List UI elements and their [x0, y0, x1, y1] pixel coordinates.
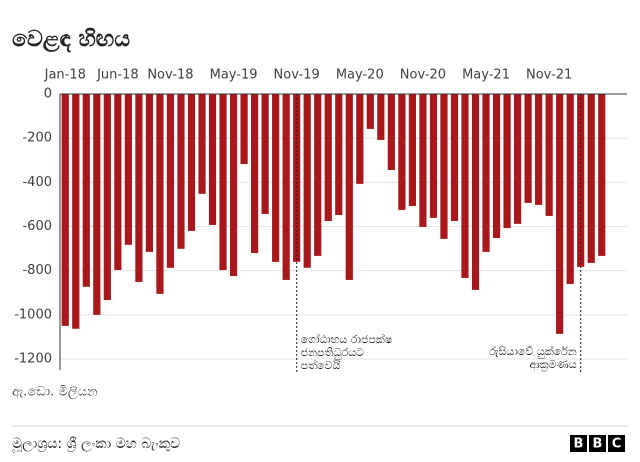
annotation-text: ගෝඨාභය රාජපක්ෂ [301, 332, 393, 346]
bar [272, 94, 280, 262]
bar [566, 94, 574, 284]
bar [587, 94, 595, 263]
bar [524, 94, 532, 203]
y-tick-label: 0 [44, 87, 52, 102]
bar [577, 94, 585, 267]
bar [145, 94, 154, 252]
logo-box [570, 435, 587, 452]
bar [177, 94, 185, 249]
x-tick-label: Nov-20 [400, 68, 446, 83]
bar [282, 94, 290, 280]
bar [240, 94, 248, 165]
bar [482, 94, 490, 252]
bar [356, 94, 364, 184]
bar [461, 94, 469, 278]
y-tick-label: -800 [22, 263, 52, 278]
bar [208, 94, 217, 225]
y-tick-label: -1200 [14, 352, 52, 367]
bar [166, 94, 175, 268]
bar [513, 94, 522, 224]
bar [293, 94, 301, 262]
bar [303, 94, 311, 268]
bar [229, 94, 238, 276]
annotation-text: ආක්‍රමණය [529, 358, 576, 372]
logo-letter: C [612, 437, 622, 452]
bar [324, 94, 332, 221]
bar [156, 94, 164, 294]
bar [398, 94, 406, 210]
bar [556, 94, 564, 334]
bar [314, 94, 322, 256]
bar [335, 94, 343, 216]
bar [492, 94, 501, 238]
bar [471, 94, 480, 290]
logo-box [589, 435, 606, 452]
bar [103, 94, 111, 301]
bar [408, 94, 416, 206]
y-axis-label: ඇ.ඩො. මිලියන [12, 385, 98, 400]
bar [440, 94, 448, 239]
bar [187, 94, 196, 231]
x-tick-label: Jan-18 [44, 68, 86, 83]
x-tick-label: May-19 [210, 68, 258, 83]
bar [219, 94, 227, 271]
y-tick-label: -600 [22, 219, 52, 234]
bar [450, 94, 459, 221]
bar [114, 94, 122, 271]
source: මූලාශ්‍රය: ශ්‍රී ලංකා මහ බැංකුව [12, 436, 180, 453]
bar [535, 94, 543, 205]
bar [198, 94, 206, 194]
bar [251, 94, 259, 253]
bar [419, 94, 427, 227]
bar [72, 94, 80, 329]
bar [61, 94, 69, 326]
bar [261, 94, 269, 214]
bar [598, 94, 606, 256]
annotation-text: පත්වෙයි [301, 358, 341, 372]
bar [366, 94, 374, 129]
bar [82, 94, 90, 287]
x-tick-label: Nov-19 [274, 68, 320, 83]
y-tick-label: -200 [22, 131, 52, 146]
y-tick-label: -1000 [14, 307, 52, 322]
annotation-text: ජනපතිධුරයට [301, 346, 364, 359]
bar [545, 94, 553, 216]
x-tick-label: Nov-21 [526, 68, 572, 83]
logo-letter: B [593, 437, 603, 452]
bar [387, 94, 395, 170]
bar [429, 94, 438, 218]
annotation-text: රුසියාවේ යුක්රේන [489, 344, 577, 359]
bar [377, 94, 385, 140]
bar [93, 94, 101, 315]
x-tick-label: May-21 [462, 68, 510, 83]
bar [124, 94, 132, 245]
x-tick-label: Jun-18 [96, 68, 139, 83]
bar [135, 94, 143, 282]
logo-box [608, 435, 625, 452]
x-tick-label: Nov-18 [147, 68, 193, 83]
bar [345, 94, 353, 280]
y-tick-label: -400 [22, 175, 52, 190]
logo-letter: B [574, 437, 584, 452]
chart-title: වෙළඳ හිඟය [12, 27, 130, 53]
bar [503, 94, 511, 229]
x-tick-label: May-20 [336, 68, 384, 83]
